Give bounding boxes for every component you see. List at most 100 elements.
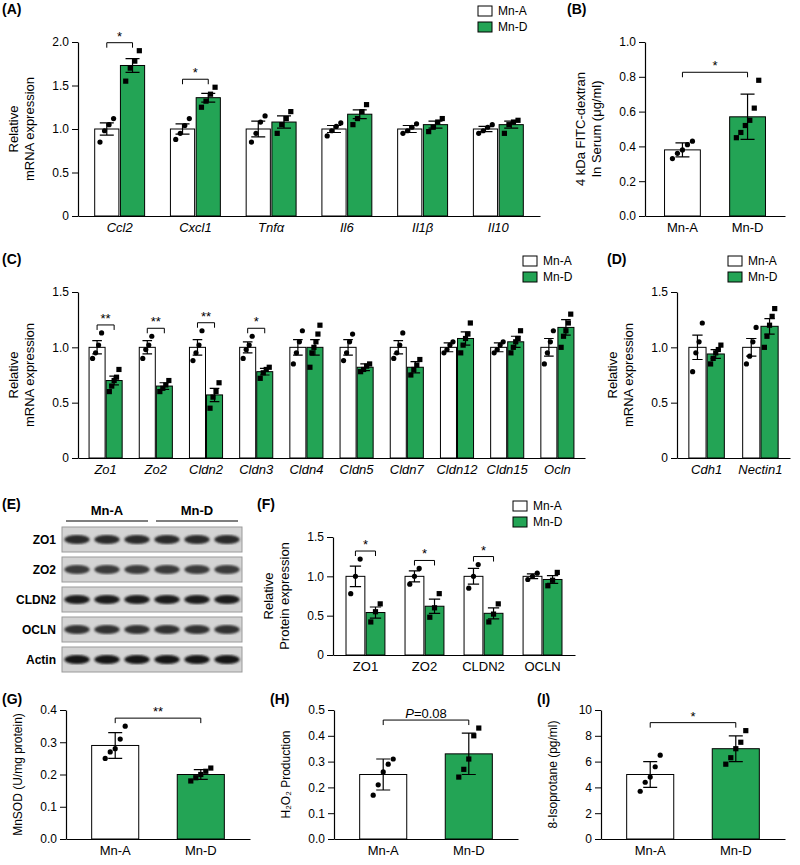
bar bbox=[106, 381, 122, 458]
bar bbox=[743, 347, 760, 458]
legend: Mn-AMn-D bbox=[523, 254, 573, 284]
tick-label: Ccl2 bbox=[107, 220, 134, 235]
blot-band bbox=[124, 565, 149, 574]
tick-mark bbox=[639, 112, 645, 113]
bar bbox=[761, 326, 778, 458]
bar bbox=[322, 129, 346, 216]
data-point bbox=[166, 378, 171, 383]
y-axis-title: Relative bbox=[605, 352, 620, 399]
tick-mark bbox=[72, 403, 78, 404]
data-point bbox=[723, 762, 728, 767]
tick: 0.1 bbox=[308, 807, 334, 821]
y-axis: 0.00.10.20.30.4 bbox=[40, 703, 66, 846]
error-bar bbox=[494, 343, 504, 352]
data-point bbox=[267, 365, 272, 370]
tick-mark bbox=[595, 787, 601, 788]
tick-label: 0 bbox=[585, 832, 592, 846]
y-axis: 00.51.01.52.0 bbox=[52, 35, 78, 223]
bar bbox=[346, 576, 365, 655]
x-axis: ZO1ZO2CLDN2OCLN bbox=[334, 655, 576, 674]
tick-label: 2.0 bbox=[52, 35, 69, 49]
significance-label: * bbox=[193, 65, 198, 80]
tick-label: 0.4 bbox=[619, 140, 636, 154]
data-point bbox=[711, 356, 716, 361]
data-point bbox=[490, 122, 495, 127]
tick: 8 bbox=[585, 729, 601, 743]
data-point bbox=[300, 328, 305, 333]
data-point bbox=[747, 118, 752, 123]
bar bbox=[307, 347, 323, 458]
tick-label: Mn-A bbox=[635, 843, 666, 858]
tick-label: OCLN bbox=[524, 659, 560, 674]
data-point bbox=[559, 345, 564, 350]
data-point bbox=[658, 753, 663, 758]
significance-label: ** bbox=[101, 311, 111, 326]
bar bbox=[440, 347, 456, 458]
bar bbox=[89, 347, 105, 458]
error-bar bbox=[429, 599, 440, 613]
tick-label: Cdh1 bbox=[691, 462, 722, 477]
data-point bbox=[680, 147, 685, 152]
tick: Cxcl1 bbox=[179, 216, 212, 235]
blot-band bbox=[184, 535, 209, 544]
data-point bbox=[187, 116, 192, 121]
tick-label: 0.3 bbox=[308, 755, 325, 769]
blot-strip bbox=[62, 617, 242, 642]
tick: 0 bbox=[62, 209, 78, 223]
legend-swatch bbox=[523, 256, 537, 266]
tick-mark bbox=[60, 710, 66, 711]
x-axis: Mn-AMn-D bbox=[602, 839, 786, 858]
tick: 0.0 bbox=[40, 832, 66, 846]
significance-label: ** bbox=[151, 314, 161, 329]
data-point bbox=[764, 334, 769, 339]
data-point bbox=[203, 769, 208, 774]
data-point bbox=[93, 350, 98, 355]
tick-label: 2 bbox=[585, 807, 592, 821]
tick: 2 bbox=[585, 807, 601, 821]
data-point bbox=[199, 105, 204, 110]
tick-label: Il1β bbox=[412, 220, 434, 235]
error-bar bbox=[409, 571, 420, 582]
bar bbox=[366, 613, 385, 655]
error-bar bbox=[100, 123, 114, 135]
legend-label: Mn-A bbox=[748, 254, 777, 268]
significance-label: ** bbox=[153, 704, 163, 719]
bar bbox=[189, 347, 205, 458]
significance-label: * bbox=[117, 29, 122, 44]
bar bbox=[272, 122, 296, 216]
data-point bbox=[461, 343, 466, 348]
data-point bbox=[284, 116, 289, 121]
tick-label: Cldn3 bbox=[239, 462, 274, 477]
tick-label: CLDN2 bbox=[462, 659, 505, 674]
axis-line bbox=[78, 293, 79, 459]
data-point bbox=[313, 339, 318, 344]
data-point bbox=[291, 361, 296, 366]
data-point bbox=[426, 129, 431, 134]
tick-label: 0.4 bbox=[308, 729, 325, 743]
tick-mark bbox=[671, 458, 677, 459]
tick-label: 1.0 bbox=[619, 35, 636, 49]
tick-label: Mn-A bbox=[100, 843, 131, 858]
significance-label: * bbox=[481, 543, 486, 558]
data-point bbox=[535, 571, 540, 576]
tick: Zo2 bbox=[144, 458, 168, 477]
y-axis: 00.51.01.5 bbox=[651, 285, 677, 465]
blot-band bbox=[64, 565, 89, 574]
data-point bbox=[338, 120, 343, 125]
tick-label: 0.2 bbox=[40, 768, 57, 782]
data-point bbox=[199, 328, 204, 333]
data-point bbox=[670, 156, 675, 161]
panel-label: (A) bbox=[2, 1, 21, 17]
panel: 00.51.01.52.0Ccl2Cxcl1TnfαIl6Il1βIl10Rel… bbox=[2, 1, 541, 235]
error-bar bbox=[370, 607, 381, 618]
data-point bbox=[648, 774, 653, 779]
tick-label: ZO2 bbox=[412, 659, 437, 674]
bar bbox=[484, 613, 503, 655]
bar bbox=[407, 367, 423, 458]
data-point bbox=[450, 339, 455, 344]
error-bar bbox=[350, 566, 361, 586]
data-point bbox=[675, 151, 680, 156]
data-point bbox=[716, 347, 721, 352]
data-point bbox=[193, 350, 198, 355]
error-bar bbox=[488, 608, 499, 619]
